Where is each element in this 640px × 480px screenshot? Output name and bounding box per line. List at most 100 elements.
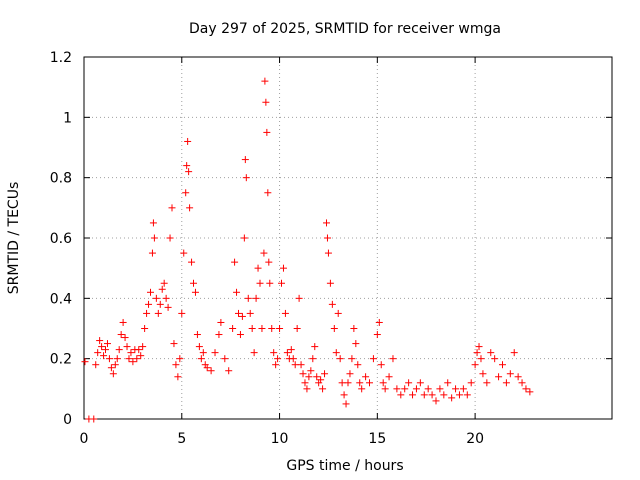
data-point bbox=[483, 379, 491, 387]
data-point bbox=[193, 331, 201, 339]
data-point bbox=[233, 288, 241, 296]
data-point bbox=[309, 355, 317, 363]
data-point bbox=[154, 309, 162, 317]
data-point bbox=[265, 258, 273, 266]
data-point bbox=[145, 300, 153, 308]
data-point bbox=[244, 294, 252, 302]
x-tick-label: 20 bbox=[466, 431, 484, 447]
data-point bbox=[389, 355, 397, 363]
y-tick-label: 1.2 bbox=[50, 50, 72, 66]
data-point bbox=[362, 373, 370, 381]
data-point bbox=[289, 355, 297, 363]
data-point bbox=[344, 379, 352, 387]
data-point bbox=[156, 300, 164, 308]
data-point bbox=[107, 364, 115, 372]
data-point bbox=[348, 355, 356, 363]
data-point bbox=[141, 325, 149, 332]
data-point bbox=[452, 385, 460, 393]
data-point bbox=[475, 343, 483, 351]
data-point bbox=[195, 343, 203, 351]
data-point bbox=[467, 379, 475, 387]
y-axis-title: SRMTID / TECUs bbox=[6, 182, 22, 295]
y-tick-label: 0.8 bbox=[50, 171, 72, 187]
data-point bbox=[471, 361, 479, 369]
data-point bbox=[336, 355, 344, 363]
data-point bbox=[121, 334, 129, 342]
data-point bbox=[183, 162, 191, 170]
data-point bbox=[479, 370, 487, 378]
data-point bbox=[352, 340, 360, 348]
data-point bbox=[241, 156, 249, 164]
data-point bbox=[139, 343, 147, 351]
data-point bbox=[111, 361, 119, 369]
data-point bbox=[506, 370, 514, 378]
data-point bbox=[307, 367, 315, 375]
data-point bbox=[291, 361, 299, 369]
data-point bbox=[326, 279, 334, 287]
data-point bbox=[90, 415, 98, 423]
data-point bbox=[240, 234, 248, 242]
data-point bbox=[297, 361, 305, 369]
x-axis-title: GPS time / hours bbox=[286, 458, 403, 474]
data-point bbox=[242, 174, 250, 182]
data-point bbox=[256, 279, 264, 287]
data-point bbox=[369, 355, 377, 363]
data-point bbox=[105, 355, 113, 363]
data-point bbox=[473, 349, 481, 357]
data-point bbox=[379, 379, 387, 387]
data-point bbox=[197, 355, 205, 363]
data-point bbox=[342, 400, 350, 408]
data-point bbox=[217, 318, 225, 326]
data-point bbox=[98, 343, 106, 351]
data-point bbox=[261, 77, 269, 85]
data-point bbox=[455, 391, 463, 399]
data-point bbox=[264, 189, 272, 197]
data-point bbox=[133, 355, 141, 363]
x-tick-label: 10 bbox=[271, 431, 289, 447]
data-point bbox=[96, 337, 104, 345]
data-point bbox=[375, 318, 383, 326]
data-point bbox=[158, 285, 166, 293]
data-point bbox=[207, 367, 215, 375]
data-point bbox=[135, 346, 143, 354]
data-point bbox=[301, 379, 309, 387]
data-point bbox=[164, 303, 172, 311]
data-point bbox=[168, 204, 176, 212]
data-point bbox=[115, 346, 123, 354]
data-point bbox=[463, 391, 471, 399]
data-point bbox=[303, 385, 311, 393]
data-point bbox=[266, 279, 274, 287]
data-point bbox=[238, 312, 246, 320]
data-point bbox=[311, 343, 319, 351]
data-point bbox=[324, 249, 332, 257]
data-point bbox=[92, 361, 100, 369]
data-point bbox=[221, 355, 229, 363]
data-points bbox=[81, 77, 534, 423]
data-point bbox=[248, 325, 256, 332]
data-point bbox=[150, 234, 158, 242]
data-point bbox=[229, 325, 237, 332]
data-point bbox=[176, 355, 184, 363]
data-point bbox=[250, 349, 258, 357]
data-point bbox=[332, 349, 340, 357]
data-point bbox=[191, 288, 199, 296]
data-point bbox=[117, 331, 125, 339]
data-point bbox=[211, 349, 219, 357]
data-point bbox=[283, 349, 291, 357]
data-point bbox=[299, 370, 307, 378]
data-point bbox=[100, 352, 108, 360]
data-point bbox=[276, 325, 284, 332]
data-point bbox=[129, 358, 137, 366]
data-point bbox=[317, 376, 325, 384]
data-point bbox=[270, 349, 278, 357]
y-tick-label: 0.2 bbox=[50, 352, 72, 368]
data-point bbox=[334, 309, 342, 317]
data-point bbox=[113, 355, 121, 363]
data-point bbox=[185, 168, 193, 176]
data-point bbox=[440, 391, 448, 399]
data-point bbox=[381, 385, 389, 393]
data-point bbox=[305, 373, 313, 381]
data-point bbox=[377, 361, 385, 369]
data-point bbox=[125, 355, 133, 363]
x-tick-label: 15 bbox=[368, 431, 386, 447]
